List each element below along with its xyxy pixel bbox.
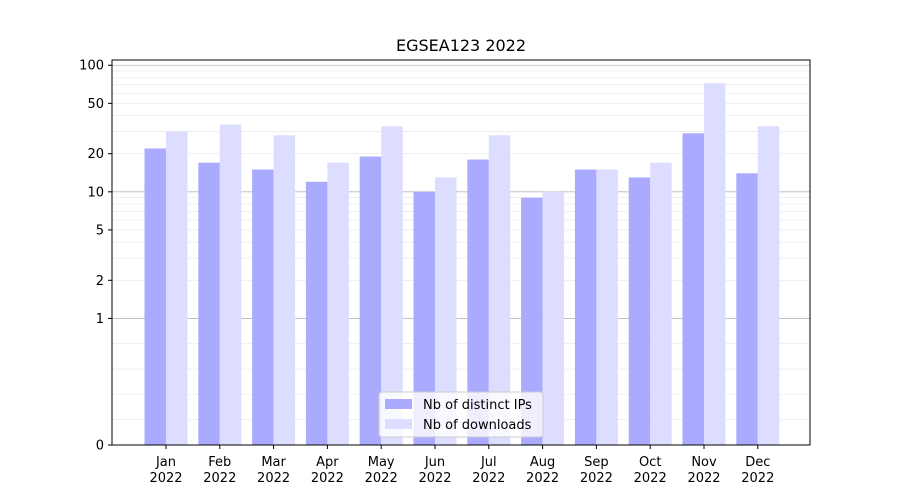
x-tick-label-month: Aug [530,455,555,470]
legend-swatch [385,419,412,429]
x-tick-label-year: 2022 [418,471,451,486]
y-tick-label: 0 [96,439,104,454]
x-tick-label-month: May [368,455,395,470]
bar-downloads-dec [757,126,780,446]
legend-swatch [385,399,412,409]
x-tick-label-year: 2022 [580,471,613,486]
x-tick-label-month: Jul [480,455,497,470]
x-tick-label-year: 2022 [687,471,720,486]
x-tick-label-year: 2022 [311,471,344,486]
bar-distinct-ips-jan [144,148,166,445]
bar-distinct-ips-mar [252,169,274,445]
bar-downloads-oct [650,162,672,445]
bar-downloads-may [381,126,403,446]
x-tick-label-year: 2022 [203,471,236,486]
bar-distinct-ips-oct [628,177,651,446]
y-tick-label: 100 [79,59,104,74]
chart-title: EGSEA123 2022 [396,36,526,55]
y-tick-label: 1 [96,312,104,327]
x-tick-label-month: Oct [639,455,661,470]
y-axis: 0 1 2 5 10 20 50 100 [79,59,112,454]
x-tick-label-month: Dec [745,455,770,470]
legend: Nb of distinct IPs Nb of downloads [378,391,544,438]
bar-downloads-jun [435,177,457,446]
x-tick-label-year: 2022 [472,471,505,486]
x-tick-label-month: Mar [261,455,286,470]
y-tick-label: 10 [87,185,104,200]
bar-downloads-aug [542,191,565,445]
x-tick-label-year: 2022 [741,471,774,486]
bar-distinct-ips-may [359,156,382,446]
bar-distinct-ips-jun [413,191,435,445]
x-tick-label-month: Apr [316,455,339,470]
bar-distinct-ips-dec [736,173,758,445]
x-axis: Jan2022Feb2022Mar2022Apr2022May2022Jun20… [149,445,774,486]
bar-downloads-apr [327,162,349,445]
x-tick-label-year: 2022 [634,471,667,486]
bar-distinct-ips-feb [198,162,220,445]
bar-downloads-sep [596,169,618,445]
bar-distinct-ips-apr [305,181,328,445]
bar-distinct-ips-nov [682,133,704,445]
x-tick-label-year: 2022 [526,471,559,486]
y-tick-label: 50 [87,97,104,112]
x-tick-label-year: 2022 [257,471,290,486]
x-tick-label-month: Sep [584,455,609,470]
bar-distinct-ips-jul [467,159,489,445]
legend-box [378,391,544,438]
y-tick-label: 2 [96,274,104,289]
y-tick-label: 5 [96,223,104,238]
x-tick-label-year: 2022 [149,471,182,486]
plot-frame [111,59,811,446]
x-tick-label-month: Feb [208,455,231,470]
bar-downloads-feb [219,124,242,445]
bar-distinct-ips-aug [521,197,543,445]
bar-downloads-mar [273,135,296,445]
x-tick-label-month: Nov [691,455,717,470]
bar-downloads-jan [166,131,188,445]
bar-distinct-ips-sep [574,169,597,445]
y-tick-label: 20 [87,147,104,162]
bar-downloads-jul [488,135,511,445]
legend-label: Nb of distinct IPs [423,398,532,413]
legend-label: Nb of downloads [423,418,532,433]
bar-downloads-nov [704,83,726,445]
x-tick-label-month: Jun [424,455,445,470]
x-tick-label-month: Jan [155,455,176,470]
bars-layer [144,83,780,446]
x-tick-label-year: 2022 [365,471,398,486]
